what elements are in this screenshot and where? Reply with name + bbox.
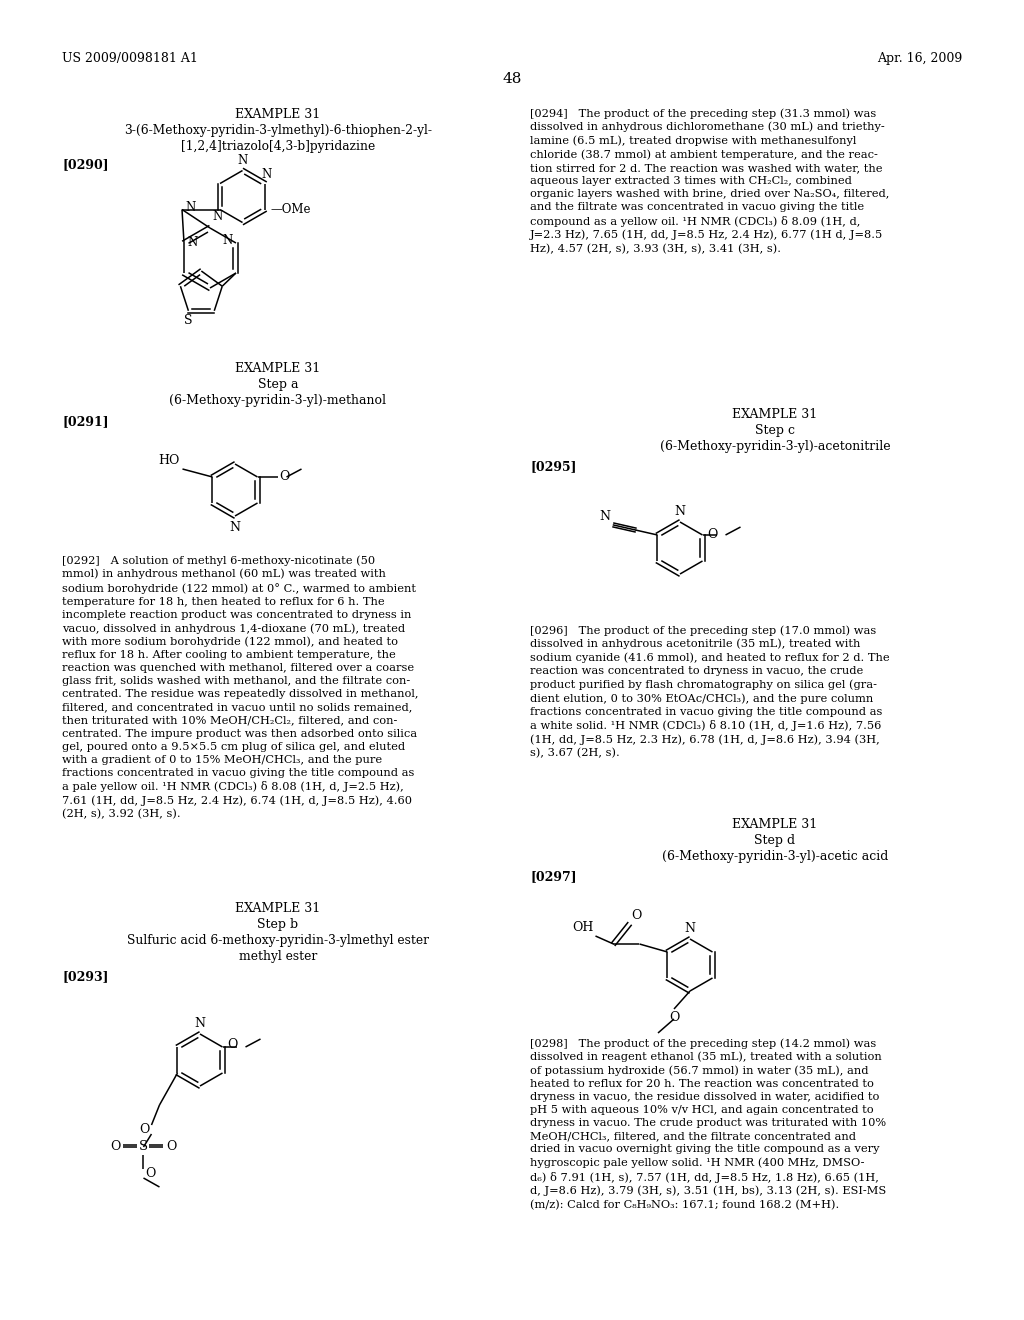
Text: O: O — [227, 1039, 238, 1052]
Text: (6-Methoxy-pyridin-3-yl)-acetonitrile: (6-Methoxy-pyridin-3-yl)-acetonitrile — [659, 440, 890, 453]
Text: N: N — [187, 236, 198, 249]
Text: O: O — [145, 1167, 156, 1180]
Text: [0296]   The product of the preceding step (17.0 mmol) was
dissolved in anhydrou: [0296] The product of the preceding step… — [530, 624, 890, 759]
Text: EXAMPLE 31: EXAMPLE 31 — [236, 902, 321, 915]
Text: [0292]   A solution of methyl 6-methoxy-nicotinate (50
mmol) in anhydrous methan: [0292] A solution of methyl 6-methoxy-ni… — [62, 554, 419, 820]
Text: [0298]   The product of the preceding step (14.2 mmol) was
dissolved in reagent : [0298] The product of the preceding step… — [530, 1038, 886, 1210]
Text: [1,2,4]triazolo[4,3-b]pyridazine: [1,2,4]triazolo[4,3-b]pyridazine — [181, 140, 375, 153]
Text: N: N — [684, 921, 695, 935]
Text: Step a: Step a — [258, 378, 298, 391]
Text: methyl ester: methyl ester — [239, 950, 317, 964]
Text: [0293]: [0293] — [62, 970, 109, 983]
Text: N: N — [195, 1016, 206, 1030]
Text: —OMe: —OMe — [270, 203, 310, 216]
Text: [0290]: [0290] — [62, 158, 109, 172]
Text: HO: HO — [158, 454, 179, 467]
Text: [0295]: [0295] — [530, 459, 577, 473]
Text: EXAMPLE 31: EXAMPLE 31 — [236, 108, 321, 121]
Text: (6-Methoxy-pyridin-3-yl)-acetic acid: (6-Methoxy-pyridin-3-yl)-acetic acid — [662, 850, 888, 863]
Text: N: N — [229, 521, 241, 535]
Text: S: S — [139, 1140, 148, 1154]
Text: Apr. 16, 2009: Apr. 16, 2009 — [877, 51, 962, 65]
Text: O: O — [167, 1139, 177, 1152]
Text: EXAMPLE 31: EXAMPLE 31 — [732, 818, 817, 832]
Text: N: N — [261, 168, 271, 181]
Text: O: O — [280, 470, 290, 483]
Text: US 2009/0098181 A1: US 2009/0098181 A1 — [62, 51, 198, 65]
Text: N: N — [238, 153, 248, 166]
Text: O: O — [632, 909, 642, 921]
Text: Step d: Step d — [755, 834, 796, 847]
Text: 48: 48 — [503, 73, 521, 86]
Text: O: O — [669, 1011, 679, 1024]
Text: EXAMPLE 31: EXAMPLE 31 — [732, 408, 817, 421]
Text: 3-(6-Methoxy-pyridin-3-ylmethyl)-6-thiophen-2-yl-: 3-(6-Methoxy-pyridin-3-ylmethyl)-6-thiop… — [124, 124, 432, 137]
Text: O: O — [111, 1139, 121, 1152]
Text: Sulfuric acid 6-methoxy-pyridin-3-ylmethyl ester: Sulfuric acid 6-methoxy-pyridin-3-ylmeth… — [127, 935, 429, 946]
Text: O: O — [708, 528, 718, 541]
Text: Step c: Step c — [755, 424, 795, 437]
Text: OH: OH — [572, 921, 594, 935]
Text: Step b: Step b — [257, 917, 299, 931]
Text: N: N — [185, 201, 196, 214]
Text: N: N — [599, 510, 610, 523]
Text: O: O — [139, 1123, 150, 1137]
Text: [0291]: [0291] — [62, 414, 109, 428]
Text: [0297]: [0297] — [530, 870, 577, 883]
Text: N: N — [675, 506, 685, 517]
Text: S: S — [184, 314, 193, 327]
Text: N: N — [223, 235, 233, 248]
Text: (6-Methoxy-pyridin-3-yl)-methanol: (6-Methoxy-pyridin-3-yl)-methanol — [170, 393, 386, 407]
Text: EXAMPLE 31: EXAMPLE 31 — [236, 362, 321, 375]
Text: [0294]   The product of the preceding step (31.3 mmol) was
dissolved in anhydrou: [0294] The product of the preceding step… — [530, 108, 890, 253]
Text: N: N — [212, 210, 222, 223]
